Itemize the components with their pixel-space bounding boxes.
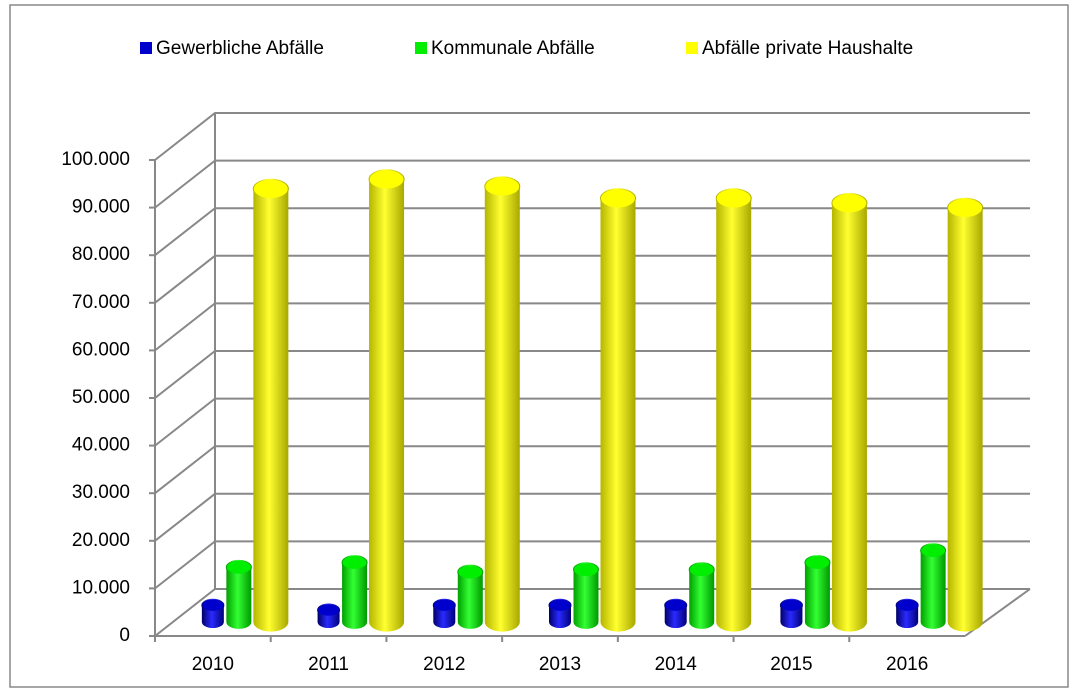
marks [201, 169, 984, 632]
cylinder [484, 186, 520, 632]
y-tick-label: 60.000 [72, 339, 130, 360]
cylinder-top [664, 598, 688, 612]
legend-swatch [686, 42, 698, 54]
cylinder-top [548, 598, 572, 612]
legend-label: Abfälle private Haushalte [702, 38, 913, 59]
grid-line [154, 540, 1030, 590]
cylinder [831, 203, 867, 632]
y-tick-label: 10.000 [72, 577, 130, 598]
cylinder-top [947, 197, 984, 219]
x-tick-label: 2012 [423, 654, 465, 675]
grid-line [154, 492, 1030, 542]
y-tick-label: 40.000 [72, 435, 130, 456]
y-tick-label: 50.000 [72, 387, 130, 408]
cylinder-top [432, 598, 456, 612]
legend-label: Gewerbliche Abfälle [156, 38, 324, 59]
grid-line [154, 112, 1030, 161]
labels: 0 10.000 20.000 30.000 40.000 50.000 60.000 70.… [61, 38, 928, 675]
cylinder-top [317, 603, 341, 617]
cylinder [947, 207, 983, 632]
grid-line [154, 397, 1030, 447]
cylinder [804, 562, 830, 629]
cylinder-top [895, 598, 919, 612]
cylinder [689, 569, 715, 629]
x-tick-label: 2013 [539, 654, 581, 675]
cylinder [457, 572, 483, 629]
grid-line [154, 445, 1030, 494]
y-tick-label: 70.000 [72, 292, 130, 313]
cylinder-top [225, 559, 252, 575]
grid-line [154, 254, 1030, 304]
cylinder-top [484, 176, 521, 197]
x-tick-label: 2014 [655, 654, 698, 675]
cylinder-top [457, 564, 484, 580]
legend-swatch [140, 42, 152, 54]
cylinder-top [201, 598, 225, 612]
x-tick-label: 2011 [308, 654, 349, 675]
chart-frame [9, 4, 1069, 688]
cylinder [226, 567, 252, 629]
grid-line [154, 350, 1030, 399]
cylinder [573, 569, 599, 629]
y-tick-label: 90.000 [72, 197, 130, 218]
cylinder-top [779, 598, 803, 612]
x-tick-label: 2010 [192, 654, 234, 675]
y-tick-label: 20.000 [72, 530, 130, 551]
grid-line [154, 207, 1030, 256]
legend-label: Kommunale Abfälle [431, 38, 595, 59]
grid-line [154, 302, 1030, 352]
cylinder-top [831, 192, 868, 214]
cylinder-top [688, 562, 715, 578]
cylinder-top [715, 188, 752, 209]
cylinder [600, 198, 636, 632]
cylinder [253, 188, 289, 632]
y-tick-label: 100.000 [61, 149, 130, 170]
cylinder [920, 550, 946, 629]
cylinder-top [368, 169, 405, 190]
grid-line [154, 588, 1030, 637]
cylinder-top [341, 555, 368, 570]
cylinder [369, 179, 405, 632]
cylinder [716, 198, 752, 632]
cylinder [342, 562, 368, 629]
cylinder-top [252, 178, 289, 199]
grid-line [154, 159, 1030, 209]
grid [149, 112, 1031, 642]
y-tick-label: 0 [119, 625, 130, 646]
cylinder-top [804, 555, 831, 570]
y-tick-label: 80.000 [72, 244, 130, 265]
legend-swatch [415, 42, 427, 54]
cylinder-top [920, 543, 947, 558]
y-tick-label: 30.000 [72, 482, 130, 503]
x-tick-label: 2015 [770, 654, 812, 675]
x-tick-label: 2016 [886, 654, 928, 675]
cylinder-top [573, 562, 599, 578]
cylinder-top [600, 188, 636, 209]
